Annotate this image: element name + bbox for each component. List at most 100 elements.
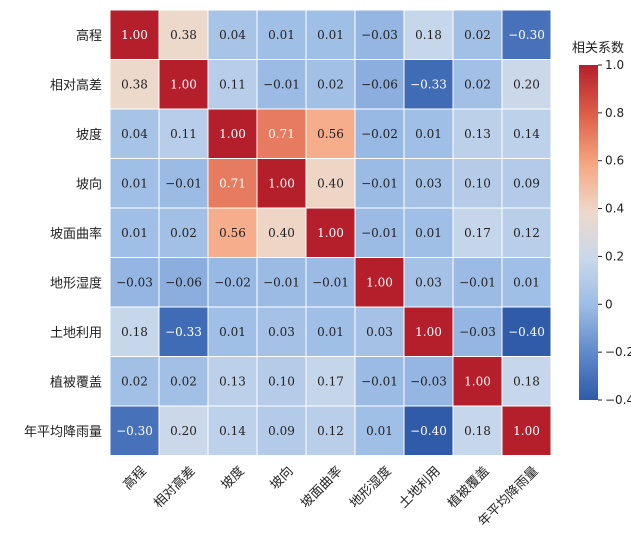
colorbar-tick-label: 0.6 <box>605 154 624 168</box>
cell-value-label: 0.13 <box>219 374 246 388</box>
row-label: 高程 <box>76 28 102 44</box>
cell-value-label: 0.09 <box>513 176 540 190</box>
cell-value-label: 0.12 <box>513 226 540 240</box>
heatmap-cell <box>256 207 307 258</box>
cell-value-label: 0.17 <box>464 226 491 240</box>
cell-value-label: 0.01 <box>219 325 246 339</box>
cell-value-label: 0.14 <box>219 424 246 438</box>
heatmap-cell <box>452 59 503 110</box>
cell-value-label: 0.02 <box>317 77 344 91</box>
cell-value-label: −0.06 <box>361 77 398 91</box>
cell-value-label: −0.30 <box>116 424 153 438</box>
cell-value-label: −0.03 <box>410 374 447 388</box>
colorbar-gradient <box>579 65 598 400</box>
heatmap-cell <box>452 257 503 308</box>
cell-value-label: −0.40 <box>410 424 447 438</box>
cell-value-label: 0.03 <box>415 176 442 190</box>
cell-value-label: −0.33 <box>165 325 202 339</box>
cell-value-label: 1.00 <box>513 424 540 438</box>
heatmap-cell <box>207 59 258 110</box>
heatmap-cell <box>501 158 552 209</box>
row-label: 坡面曲率 <box>50 226 102 242</box>
heatmap-cell <box>403 405 454 456</box>
cell-value-label: 0.01 <box>268 28 295 42</box>
cell-value-label: 0.13 <box>464 127 491 141</box>
cell-value-label: 1.00 <box>464 374 491 388</box>
heatmap-cell <box>305 108 356 159</box>
cell-value-label: 0.40 <box>268 226 295 240</box>
heatmap-cell <box>403 207 454 258</box>
colorbar-tick-label: 0.2 <box>605 249 624 263</box>
heatmap-cell <box>256 108 307 159</box>
heatmap-cell <box>158 158 209 209</box>
row-label: 相对高差 <box>50 77 102 93</box>
colorbar-tick-label: 1.0 <box>605 58 624 72</box>
heatmap-cell <box>501 207 552 258</box>
cell-value-label: −0.01 <box>361 374 398 388</box>
heatmap-cell <box>256 405 307 456</box>
row-label: 年平均降雨量 <box>24 425 102 440</box>
column-label: 相对高差 <box>150 463 198 511</box>
heatmap-cell <box>109 9 160 60</box>
heatmap-cell <box>207 356 258 407</box>
heatmap-cell <box>403 306 454 357</box>
cell-value-label: 0.02 <box>464 77 491 91</box>
colorbar-tick-label: 0.4 <box>605 202 624 216</box>
row-label: 坡向 <box>76 176 102 192</box>
cell-value-label: 0.01 <box>366 424 393 438</box>
heatmap-cells: 1.00 0.38 0.04 0.01 0.01 −0.03 0.18 0.02 −0.30 0.… <box>109 9 552 456</box>
heatmap-cell <box>452 9 503 60</box>
cell-value-label: −0.03 <box>459 325 496 339</box>
cell-value-label: 0.11 <box>219 77 246 91</box>
cell-value-label: 0.01 <box>317 325 344 339</box>
heatmap-cell <box>354 207 405 258</box>
cell-value-label: 1.00 <box>170 77 197 91</box>
cell-value-label: 1.00 <box>219 127 246 141</box>
cell-value-label: 0.04 <box>219 28 246 42</box>
column-label: 坡面曲率 <box>297 463 345 511</box>
cell-value-label: 1.00 <box>268 176 295 190</box>
cell-value-label: 0.02 <box>464 28 491 42</box>
cell-value-label: 0.03 <box>268 325 295 339</box>
row-label: 坡度 <box>76 127 102 143</box>
cell-value-label: 0.10 <box>268 374 295 388</box>
row-label: 植被覆盖 <box>50 375 102 390</box>
cell-value-label: 0.18 <box>121 325 148 339</box>
cell-value-label: 0.12 <box>317 424 344 438</box>
cell-value-label: 0.02 <box>170 374 197 388</box>
colorbar-tick-label: 0 <box>605 297 613 311</box>
colorbar-tick-label: 0.8 <box>605 106 624 120</box>
heatmap-cell <box>158 108 209 159</box>
heatmap-cell <box>305 356 356 407</box>
column-label: 坡向 <box>267 463 297 493</box>
heatmap-cell <box>403 356 454 407</box>
colorbar: 相关系数 1.0 0.8 0.6 0.4 0.2 0 −0.2 −0.4 <box>572 41 631 407</box>
heatmap-cell <box>158 9 209 60</box>
cell-value-label: 0.38 <box>121 77 148 91</box>
cell-value-label: −0.02 <box>361 127 398 141</box>
cell-value-label: −0.01 <box>312 275 349 289</box>
heatmap-cell <box>354 356 405 407</box>
cell-value-label: 1.00 <box>317 226 344 240</box>
cell-value-label: 0.01 <box>415 226 442 240</box>
heatmap-cell <box>109 356 160 407</box>
cell-value-label: 0.18 <box>513 374 540 388</box>
cell-value-label: −0.01 <box>361 226 398 240</box>
cell-value-label: 1.00 <box>121 28 148 42</box>
heatmap-cell <box>305 59 356 110</box>
heatmap-cell <box>256 257 307 308</box>
cell-value-label: 0.04 <box>121 127 148 141</box>
heatmap-cell <box>354 405 405 456</box>
heatmap-cell <box>305 306 356 357</box>
cell-value-label: −0.01 <box>263 275 300 289</box>
heatmap-cell <box>109 158 160 209</box>
cell-value-label: 0.03 <box>366 325 393 339</box>
cell-value-label: 0.20 <box>170 424 197 438</box>
cell-value-label: 0.40 <box>317 176 344 190</box>
heatmap-cell <box>158 306 209 357</box>
heatmap-cell <box>403 59 454 110</box>
colorbar-tick-label: −0.2 <box>605 345 631 359</box>
cell-value-label: −0.03 <box>116 275 153 289</box>
heatmap-cell <box>256 356 307 407</box>
